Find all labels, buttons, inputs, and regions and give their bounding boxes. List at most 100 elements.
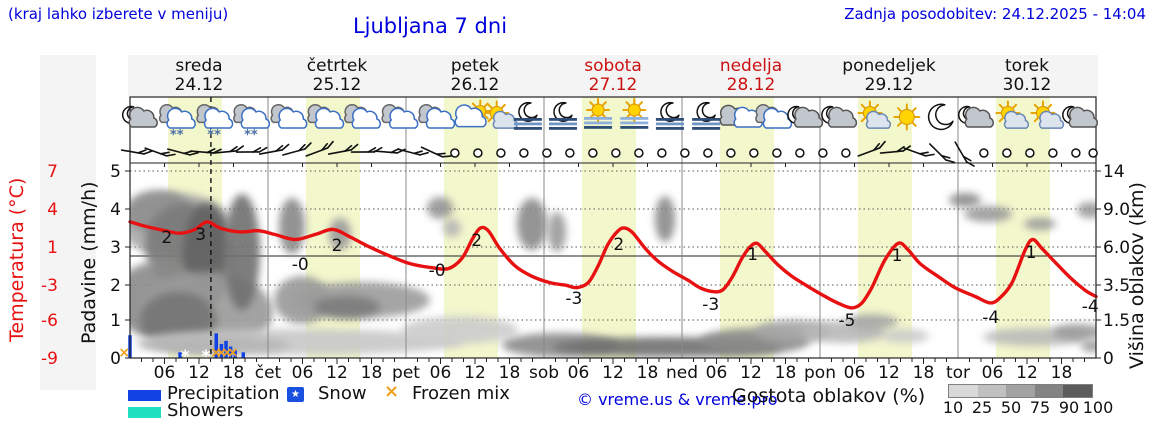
- precip-tick-label: 1: [110, 311, 121, 331]
- precipitation-axis-title: Padavine (mm/h): [78, 181, 100, 345]
- wind-calm-icon: [818, 148, 828, 158]
- hour-label: 06: [706, 363, 728, 383]
- day-date: 29.12: [864, 75, 914, 95]
- day-name: petek: [450, 56, 500, 76]
- wind-row: [120, 140, 1098, 167]
- curve-temp-label: -4: [1082, 297, 1099, 317]
- precip-tick-label: 0: [110, 349, 121, 369]
- weather-icon-cloud: [381, 104, 419, 129]
- cloud-density-scale-number: 90: [1058, 398, 1080, 417]
- curve-temp-label: -3: [702, 295, 719, 315]
- temp-tick-label: -9: [41, 349, 58, 369]
- cloud-height-tick-label: 1.5: [1103, 311, 1130, 331]
- page-title: Ljubljana 7 dni: [352, 14, 508, 38]
- cloud-density-scale-number: 50: [1000, 398, 1022, 417]
- weather-icon-sun-cloud: [857, 100, 892, 129]
- showers-legend-label: Showers: [167, 400, 244, 421]
- copyright-link[interactable]: © vreme.us & vreme.pro: [577, 390, 778, 409]
- precipitation-legend-label: Precipitation: [167, 383, 280, 404]
- curve-temp-label: 2: [332, 236, 343, 256]
- wind-calm-icon: [841, 148, 851, 158]
- svg-text:**: **: [170, 128, 184, 143]
- weather-icon-moon-cloud: [787, 105, 824, 128]
- curve-temp-label: 2: [161, 228, 172, 248]
- axis-tick-labels: 7 4 1 -3 -6 -9 5 4 3 2 1 0 14 9.0 6.0 3.5 1.5 0: [41, 162, 1130, 369]
- weather-icon-moon-cloud: [821, 105, 858, 128]
- temp-tick-label: 1: [47, 238, 58, 258]
- weather-icon-cloud-snow: **: [196, 104, 234, 143]
- gridlines: [130, 170, 1096, 321]
- precip-bar: [228, 346, 233, 358]
- wind-barb-icon: [212, 145, 245, 154]
- wind-calm-icon: [1088, 148, 1098, 158]
- day-header: sreda 24.12: [130, 57, 268, 95]
- temperature-curve: [128, 220, 1098, 310]
- frozen-mix-marker-icon: ×: [210, 345, 222, 361]
- day-header: petek 26.12: [406, 57, 544, 95]
- weather-icon-cloud: [344, 104, 382, 129]
- day-name: sreda: [175, 56, 223, 76]
- day-abbrev-label: tor: [946, 363, 970, 383]
- wind-barb-icon: [857, 140, 886, 157]
- precip-type-markers: * *× ××××: [118, 345, 238, 367]
- precip-bar: [178, 352, 182, 358]
- wind-calm-icon: [726, 148, 736, 158]
- hour-label: 12: [464, 363, 486, 383]
- day-name: četrtek: [306, 56, 368, 76]
- wind-calm-icon: [979, 148, 989, 158]
- day-abbrev-label: pet: [392, 363, 420, 383]
- hour-label: 12: [1016, 363, 1038, 383]
- frozen-mix-marker-icon: ×: [216, 345, 228, 361]
- temperature-curve-labels: 2 3 -0 2 -0 2 -3 2 -3 1 -5 1 -4 1 -4: [161, 225, 1098, 331]
- wind-calm-icon: [657, 148, 667, 158]
- precip-bar: [224, 340, 228, 358]
- precip-tick-label: 4: [110, 200, 121, 220]
- weather-icon-sun: [893, 103, 921, 131]
- day-name: ponedeljek: [842, 56, 936, 76]
- curve-temp-label: -3: [565, 289, 582, 309]
- frozen-mix-marker-icon: ×: [227, 345, 239, 361]
- curve-temp-label: 2: [613, 235, 624, 255]
- hour-label: 06: [982, 363, 1004, 383]
- temperature-axis-title: Temperatura (°C): [6, 177, 28, 343]
- hour-label: 12: [602, 363, 624, 383]
- cloud-density-legend-label: Gostota oblakov (%): [732, 385, 926, 407]
- wind-calm-icon: [680, 148, 690, 158]
- weather-icon-sun-fog: [620, 98, 649, 129]
- temp-tick-label: 7: [47, 162, 58, 182]
- hour-label: 06: [844, 363, 866, 383]
- cloud-density-scale-number: 75: [1029, 398, 1051, 417]
- wind-calm-icon: [1048, 148, 1058, 158]
- hour-label: 12: [878, 363, 900, 383]
- weather-icon-cloud: [755, 104, 793, 129]
- day-abbrev-label: pon: [804, 363, 836, 383]
- precip-tick-label: 2: [110, 276, 121, 296]
- wind-calm-icon: [565, 148, 575, 158]
- hour-label: 18: [913, 363, 935, 383]
- temp-tick-label: -6: [41, 311, 58, 331]
- weather-icon-moon-fog: [513, 101, 542, 130]
- temp-tick-label: -3: [41, 276, 58, 296]
- precip-bar: [214, 333, 218, 358]
- weather-icon-cloud-snow: **: [158, 104, 196, 143]
- weather-icon-moon-cloud: [1062, 105, 1099, 128]
- showers-swatch: [128, 407, 161, 418]
- daylight-band: [719, 97, 774, 358]
- wind-calm-icon: [795, 148, 805, 158]
- day-header-strip: [128, 55, 1098, 97]
- snow-swatch: ★: [287, 387, 304, 402]
- precip-bar: [233, 350, 237, 358]
- precip-bar: [241, 352, 246, 358]
- weather-icon-cloud-sun: [454, 99, 492, 128]
- frozen-mix-marker-icon: ×: [118, 345, 130, 361]
- precipitation-swatch: [128, 390, 161, 401]
- wind-calm-icon: [496, 148, 506, 158]
- hour-label: 06: [568, 363, 590, 383]
- wind-barb-icon: [954, 141, 975, 167]
- wind-barb-icon: [397, 148, 429, 156]
- weather-icon-sun-cloud: [484, 100, 518, 129]
- wind-barb-icon: [903, 147, 935, 157]
- cloud-density-scale-segment: [1034, 385, 1064, 397]
- wind-barb-icon: [305, 140, 334, 157]
